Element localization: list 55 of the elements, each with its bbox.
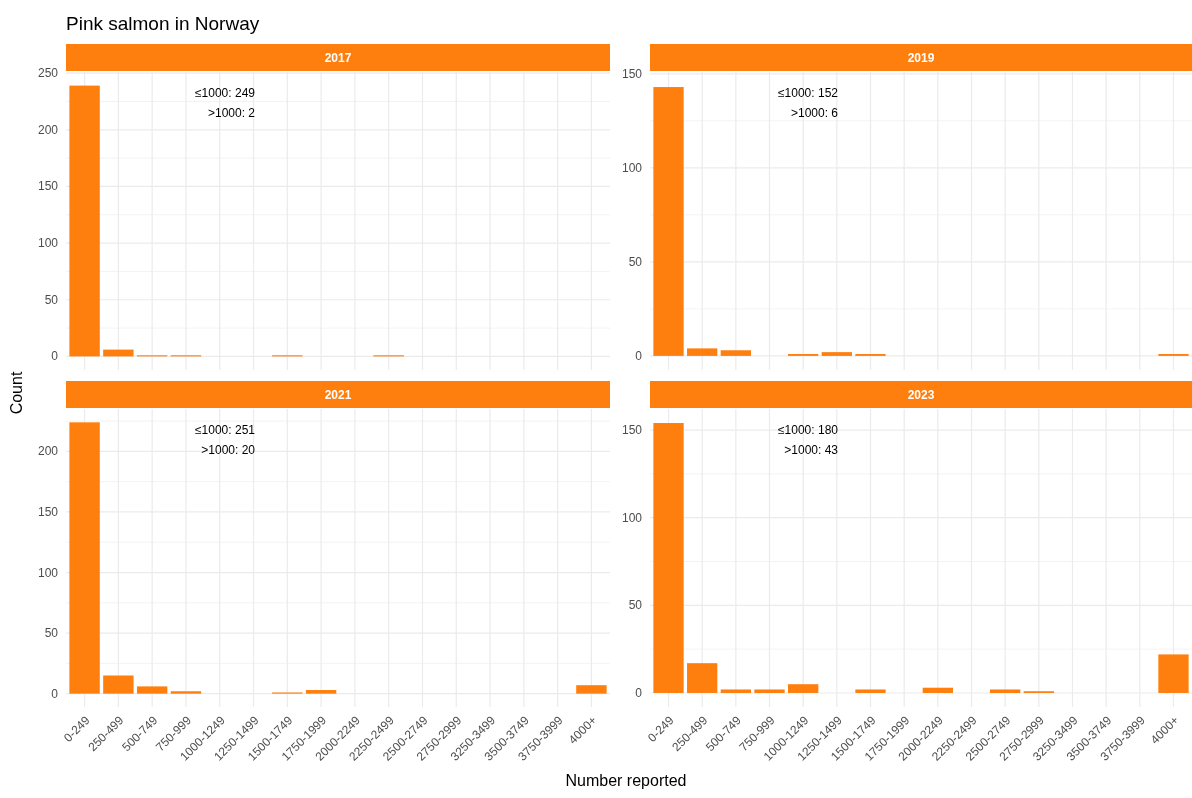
bar	[922, 687, 953, 693]
bar	[821, 352, 852, 356]
annotation: ≤1000: 180	[778, 423, 839, 437]
annotation: >1000: 43	[784, 443, 839, 457]
bar	[687, 663, 718, 693]
y-tick-label: 50	[628, 254, 643, 269]
y-tick-label: 200	[37, 122, 59, 137]
bar	[170, 691, 202, 694]
bar	[305, 690, 337, 694]
y-tick-label: 200	[37, 444, 59, 459]
y-tick-label: 100	[37, 565, 59, 580]
bar	[69, 85, 100, 357]
y-tick-label: 0	[51, 686, 59, 701]
bar	[720, 689, 751, 693]
bar	[576, 685, 607, 694]
bar	[653, 87, 684, 356]
bar	[687, 348, 718, 356]
y-axis-title: Count	[8, 371, 25, 415]
bar	[653, 423, 684, 693]
y-tick-label: 100	[37, 236, 59, 251]
annotation: >1000: 20	[201, 443, 256, 457]
y-tick-label: 100	[621, 510, 643, 525]
bar	[103, 675, 134, 694]
bar	[720, 350, 751, 356]
y-tick-label: 150	[37, 504, 59, 519]
annotation: ≤1000: 249	[195, 86, 256, 100]
chart-title: 2019	[907, 51, 935, 65]
chart-title: 2017	[324, 51, 352, 65]
y-tick-label: 0	[635, 685, 643, 700]
y-tick-label: 250	[37, 66, 59, 81]
y-tick-label: 150	[37, 179, 59, 194]
text: Pink salmon in Norway	[66, 13, 260, 34]
annotation: >1000: 6	[790, 106, 839, 120]
bar	[855, 689, 886, 693]
bar	[990, 689, 1021, 693]
bar	[788, 684, 819, 693]
bar	[136, 686, 168, 694]
y-tick-label: 0	[635, 348, 643, 363]
bar	[1158, 654, 1189, 693]
chart-title: 2023	[907, 388, 935, 402]
annotation: ≤1000: 152	[778, 86, 839, 100]
bar	[69, 422, 100, 694]
bar	[754, 689, 785, 693]
y-tick-label: 50	[44, 626, 59, 641]
bar	[103, 349, 134, 357]
y-tick-label: 100	[621, 160, 643, 175]
y-tick-label: 150	[621, 66, 643, 81]
y-tick-label: 50	[628, 598, 643, 613]
x-axis-title: Number reported	[565, 772, 687, 789]
y-tick-label: 150	[621, 423, 643, 438]
y-tick-label: 50	[44, 292, 59, 307]
annotation: ≤1000: 251	[195, 423, 256, 437]
y-tick-label: 0	[51, 349, 59, 364]
chart-title: 2021	[324, 388, 352, 402]
annotation: >1000: 2	[207, 106, 256, 120]
